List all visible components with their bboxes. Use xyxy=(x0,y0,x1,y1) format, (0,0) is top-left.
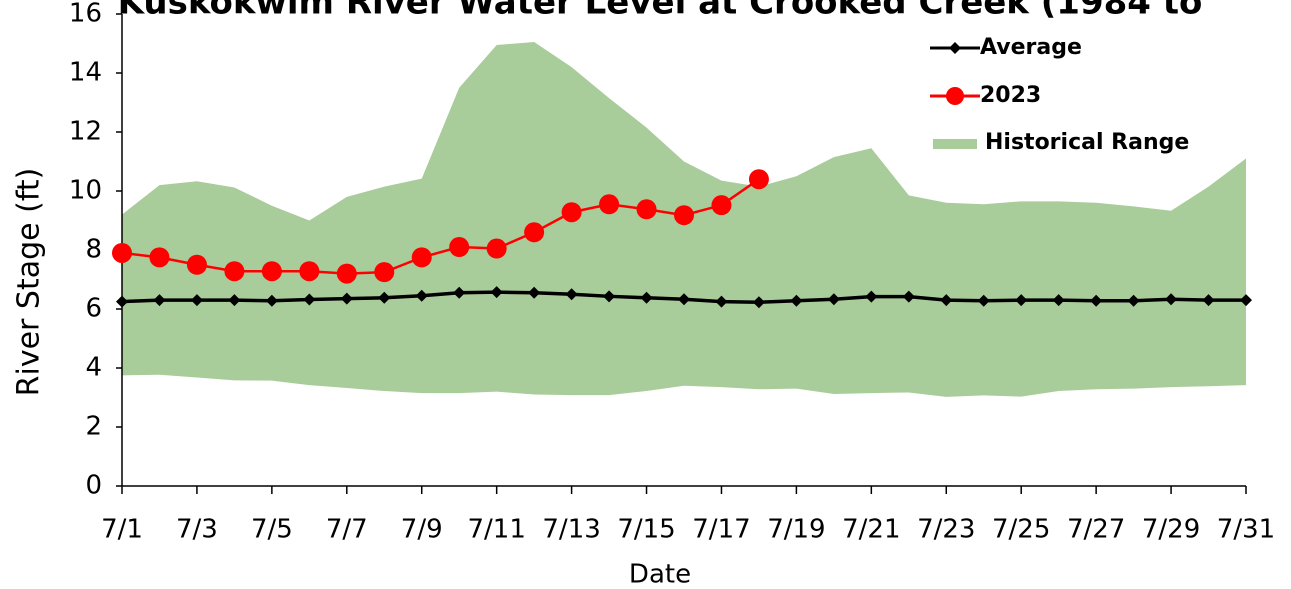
y-tick-label: 14 xyxy=(69,58,102,88)
series-marker xyxy=(528,286,541,299)
series-marker xyxy=(153,294,166,307)
y-tick-label: 0 xyxy=(85,471,102,501)
series-marker xyxy=(674,205,694,226)
series-marker xyxy=(640,291,653,304)
series-marker xyxy=(378,291,391,304)
legend-label: Historical Range xyxy=(985,130,1189,155)
series-marker xyxy=(748,169,769,190)
series-marker xyxy=(1090,294,1103,307)
series-marker xyxy=(415,289,428,302)
series-marker xyxy=(865,290,878,303)
series-marker xyxy=(752,296,765,309)
series-marker xyxy=(224,261,245,282)
chart-title: Kuskokwim River Water Level at Crooked C… xyxy=(118,0,1203,23)
series-marker xyxy=(827,293,840,306)
series-marker xyxy=(374,262,395,283)
legend-swatch xyxy=(933,139,977,149)
series-marker xyxy=(149,247,170,268)
x-tick-label: 7/11 xyxy=(467,515,525,545)
series-marker xyxy=(678,293,690,306)
y-tick-label: 10 xyxy=(69,176,102,206)
series-marker xyxy=(449,237,470,258)
x-tick-label: 7/31 xyxy=(1217,515,1275,545)
series-marker xyxy=(902,290,915,303)
series-marker xyxy=(711,195,732,216)
x-tick-label: 7/19 xyxy=(767,515,825,545)
series-marker xyxy=(1015,294,1028,307)
legend-label: 2023 xyxy=(980,83,1041,108)
series-marker xyxy=(453,286,466,299)
x-tick-label: 7/7 xyxy=(326,515,368,545)
series-marker xyxy=(186,254,207,275)
series-marker xyxy=(790,294,803,307)
x-tick-label: 7/27 xyxy=(1067,515,1125,545)
series-marker xyxy=(977,294,990,307)
x-tick-label: 7/29 xyxy=(1142,515,1200,545)
series-marker xyxy=(303,293,316,306)
x-axis-label: Date xyxy=(629,560,691,589)
series-marker xyxy=(599,194,620,215)
legend-marker xyxy=(946,87,964,105)
series-marker xyxy=(636,199,657,220)
series-marker xyxy=(486,238,507,259)
series-marker xyxy=(116,295,128,308)
y-tick-label: 12 xyxy=(69,117,102,147)
x-tick-label: 7/3 xyxy=(176,515,218,545)
series-marker xyxy=(336,263,357,284)
series-marker xyxy=(340,292,353,305)
x-tick-label: 7/1 xyxy=(101,515,143,545)
y-tick-label: 6 xyxy=(85,294,102,324)
series-marker xyxy=(565,288,578,301)
series-marker xyxy=(561,202,582,223)
x-tick-label: 7/5 xyxy=(251,515,293,545)
series-marker xyxy=(261,261,282,282)
y-tick-label: 8 xyxy=(85,235,102,265)
series-marker xyxy=(940,294,953,307)
y-axis-label: River Stage (ft) xyxy=(12,168,47,397)
y-tick-label: 4 xyxy=(85,353,102,383)
series-marker xyxy=(524,222,545,243)
x-tick-label: 7/21 xyxy=(842,515,900,545)
legend-marker xyxy=(949,42,961,54)
legend-label: Average xyxy=(980,35,1082,60)
series-marker xyxy=(190,294,203,307)
x-tick-label: 7/23 xyxy=(917,515,975,545)
series-marker xyxy=(112,242,132,263)
x-tick-label: 7/13 xyxy=(542,515,600,545)
series-marker xyxy=(1127,294,1140,307)
series-marker xyxy=(1052,294,1065,307)
x-tick-label: 7/25 xyxy=(992,515,1050,545)
x-tick-label: 7/15 xyxy=(617,515,675,545)
series-marker xyxy=(715,295,728,308)
y-tick-label: 16 xyxy=(69,0,102,29)
x-tick-label: 7/9 xyxy=(401,515,443,545)
series-marker xyxy=(603,290,616,303)
series-marker xyxy=(265,294,278,307)
series-marker xyxy=(411,247,432,268)
series-marker xyxy=(490,286,503,299)
series-marker xyxy=(1240,294,1252,307)
series-marker xyxy=(228,294,241,307)
x-tick-label: 7/17 xyxy=(692,515,750,545)
series-marker xyxy=(1202,294,1215,307)
series-marker xyxy=(299,261,320,282)
y-tick-label: 2 xyxy=(85,412,102,442)
series-marker xyxy=(1165,293,1178,306)
